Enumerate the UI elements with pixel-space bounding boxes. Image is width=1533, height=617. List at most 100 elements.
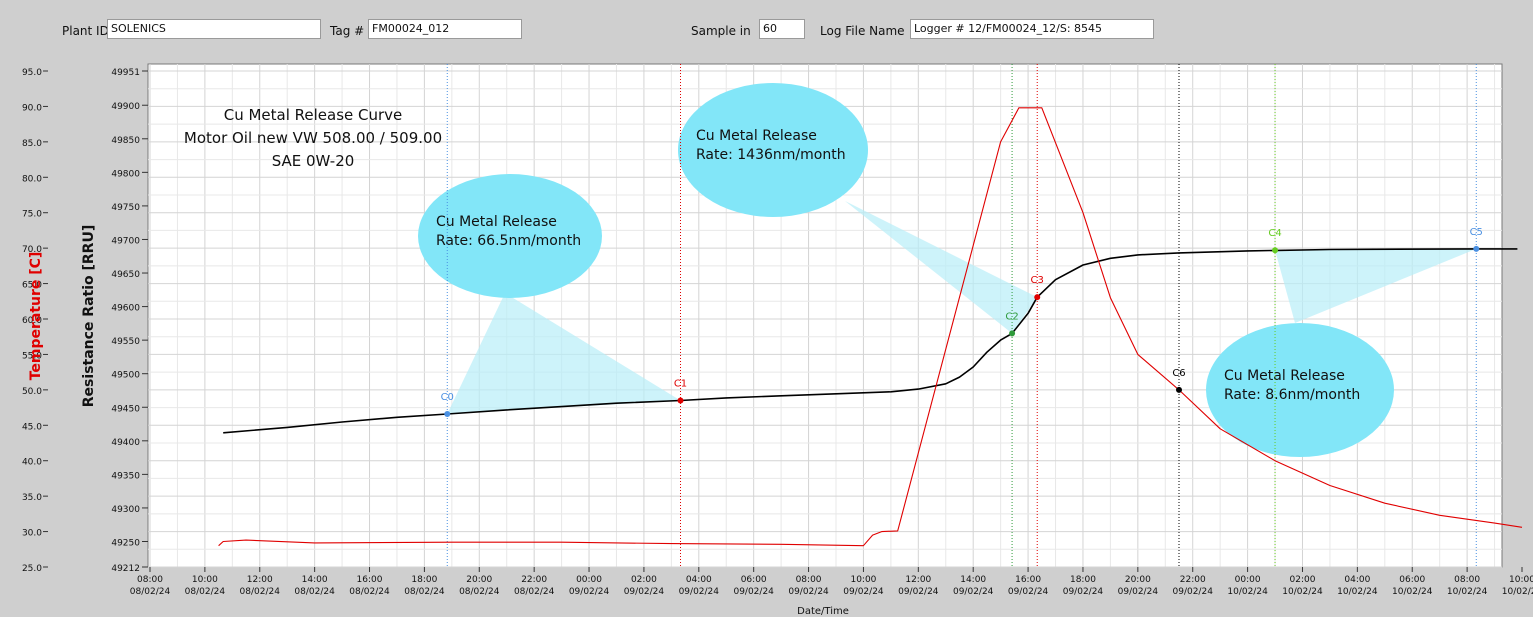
x-tick-date-label: 10/02/24: [1227, 587, 1268, 597]
cursor-label-c5: C5: [1470, 227, 1483, 238]
resistance-series-line: [223, 248, 1518, 434]
temperature-tick-label: 40.0: [22, 458, 42, 468]
sample-label: Sample in: [691, 24, 751, 38]
temperature-tick-label: 50.0: [22, 387, 42, 397]
x-tick-time-label: 08:00: [137, 575, 163, 585]
temperature-tick-label: 35.0: [22, 493, 42, 503]
resistance-tick-label: 49600: [111, 304, 140, 314]
cursor-label-c3: C3: [1031, 275, 1044, 286]
x-tick-date-label: 09/02/24: [1063, 587, 1104, 597]
log-file-field[interactable]: Logger # 12/FM00024_12/S: 8545: [910, 19, 1154, 39]
x-tick-time-label: 06:00: [741, 575, 767, 585]
temperature-tick-label: 70.0: [22, 245, 42, 255]
callout-rate: Rate: 66.5nm/month: [436, 233, 581, 249]
x-tick-time-label: 10:00: [1509, 575, 1533, 585]
cursor-label-c0: C0: [441, 392, 454, 403]
callout-bubble: [678, 83, 868, 217]
resistance-tick-label: 49650: [111, 270, 140, 280]
series: [218, 107, 1523, 547]
chart-title: Cu Metal Release Curve Motor Oil new VW …: [184, 106, 442, 170]
cursor-label-c6: C6: [1172, 368, 1185, 379]
x-tick-time-label: 14:00: [302, 575, 328, 585]
x-tick-time-label: 18:00: [1070, 575, 1096, 585]
temperature-tick-label: 25.0: [22, 564, 42, 574]
x-tick-time-label: 04:00: [686, 575, 712, 585]
x-tick-date-label: 09/02/24: [843, 587, 884, 597]
callout-pointer: [447, 293, 681, 414]
x-tick-time-label: 10:00: [850, 575, 876, 585]
chart-title-line-2: Motor Oil new VW 508.00 / 509.00: [184, 129, 442, 147]
cursor-points: C0 C1 C2 C3 C6 C4 C5: [441, 227, 1483, 417]
x-tick-time-label: 14:00: [960, 575, 986, 585]
resistance-tick-label: 49700: [111, 236, 140, 246]
resistance-tick-label: 49951: [111, 68, 140, 78]
x-tick-date-label: 08/02/24: [294, 587, 335, 597]
temperature-tick-label: 45.0: [22, 422, 42, 432]
temperature-tick-label: 60.0: [22, 316, 42, 326]
resistance-tick-label: 49400: [111, 438, 140, 448]
x-tick-time-label: 18:00: [411, 575, 437, 585]
x-tick-time-label: 00:00: [1235, 575, 1261, 585]
cursor-point-c6[interactable]: [1176, 386, 1182, 393]
x-tick-date-label: 09/02/24: [1008, 587, 1049, 597]
x-tick-time-label: 22:00: [1180, 575, 1206, 585]
resistance-tick-label: 49300: [111, 505, 140, 515]
annotations: Cu Metal Release Rate: 66.5nm/month Cu Met…: [418, 83, 1477, 457]
cursor-point-c3[interactable]: [1034, 294, 1041, 301]
cursor-point-c2[interactable]: [1009, 330, 1016, 337]
temperature-series-line: [218, 107, 1523, 547]
callout-title: Cu Metal Release: [1224, 368, 1345, 384]
x-tick-date-label: 09/02/24: [788, 587, 829, 597]
x-tick-time-label: 20:00: [1125, 575, 1151, 585]
resistance-tick-label: 49800: [111, 169, 140, 179]
cursor-label-c4: C4: [1268, 228, 1281, 239]
temperature-tick-label: 80.0: [22, 174, 42, 184]
x-tick-time-label: 02:00: [631, 575, 657, 585]
x-tick-time-label: 02:00: [1290, 575, 1316, 585]
sample-field[interactable]: 60: [759, 19, 805, 39]
plant-id-field[interactable]: SOLENICS: [107, 19, 321, 39]
temperature-axis-label: Temperature [C]: [28, 252, 44, 381]
callout-title: Cu Metal Release: [436, 214, 557, 230]
temperature-tick-label: 95.0: [22, 68, 42, 78]
x-tick-date-label: 08/02/24: [514, 587, 555, 597]
temperature-tick-label: 75.0: [22, 210, 42, 220]
temperature-tick-label: 85.0: [22, 139, 42, 149]
x-tick-date-label: 08/02/24: [459, 587, 500, 597]
callout-rate: Rate: 1436nm/month: [696, 147, 846, 163]
x-tick-date-label: 09/02/24: [733, 587, 774, 597]
x-tick-time-label: 10:00: [192, 575, 218, 585]
cursor-point-c1[interactable]: [677, 397, 684, 404]
x-tick-date-label: 10/02/24: [1392, 587, 1433, 597]
x-tick-date-label: 09/02/24: [898, 587, 939, 597]
x-tick-date-label: 08/02/24: [130, 587, 171, 597]
x-tick-date-label: 08/02/24: [240, 587, 281, 597]
tag-field[interactable]: FM00024_012: [368, 19, 522, 39]
resistance-tick-label: 49450: [111, 404, 140, 414]
cursor-point-c0[interactable]: [444, 410, 451, 417]
x-tick-time-label: 08:00: [796, 575, 822, 585]
x-tick-date-label: 08/02/24: [349, 587, 390, 597]
x-tick-date-label: 09/02/24: [624, 587, 665, 597]
x-tick-date-label: 10/02/24: [1337, 587, 1378, 597]
cursor-point-c5[interactable]: [1473, 245, 1480, 252]
temperature-tick-label: 90.0: [22, 103, 42, 113]
cursor-point-c4[interactable]: [1272, 247, 1279, 254]
resistance-tick-label: 49350: [111, 471, 140, 481]
x-tick-date-label: 10/02/24: [1282, 587, 1323, 597]
callout-bubble: [1206, 323, 1394, 457]
resistance-tick-label: 49212: [111, 564, 140, 574]
resistance-tick-label: 49250: [111, 538, 140, 548]
cursor-label-c2: C2: [1005, 311, 1018, 322]
callout-title: Cu Metal Release: [696, 128, 817, 144]
x-tick-time-label: 12:00: [247, 575, 273, 585]
x-tick-date-label: 08/02/24: [404, 587, 445, 597]
log-file-label: Log File Name: [820, 24, 905, 38]
temperature-tick-label: 55.0: [22, 351, 42, 361]
x-tick-time-label: 06:00: [1399, 575, 1425, 585]
x-tick-date-label: 09/02/24: [679, 587, 720, 597]
x-tick-time-label: 04:00: [1344, 575, 1370, 585]
plant-id-label: Plant ID: [62, 24, 109, 38]
resistance-tick-label: 49750: [111, 203, 140, 213]
